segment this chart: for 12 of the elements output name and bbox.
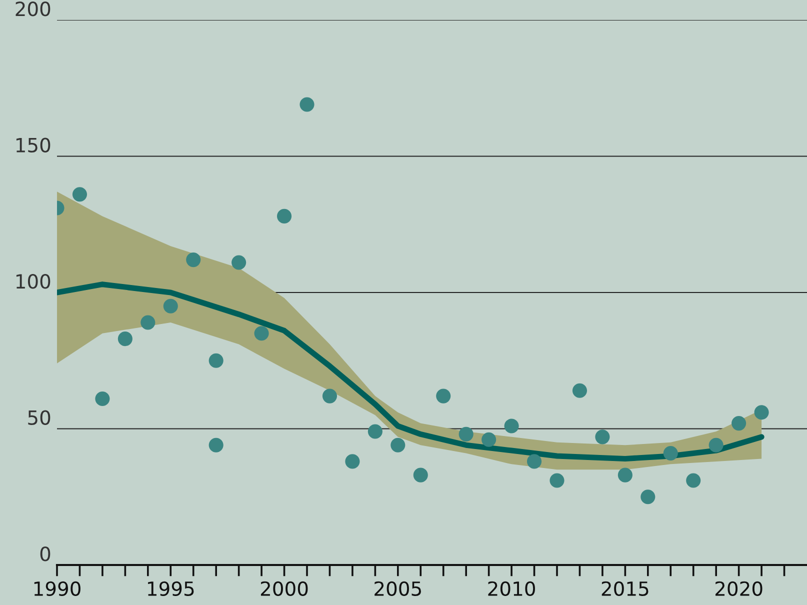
x-tick-label: 2020 — [716, 581, 762, 596]
x-tick-label: 2000 — [260, 581, 308, 596]
x-tick-label: 2005 — [374, 581, 421, 596]
y-tick-label: 100 — [16, 274, 50, 289]
y-tick-label: 50 — [28, 410, 50, 425]
y-tick-label: 0 — [40, 546, 50, 562]
x-tick-label: 1995 — [148, 581, 194, 596]
x-tick-label: 1990 — [34, 581, 80, 596]
y-tick-label: 150 — [16, 138, 50, 152]
y-tick-label: 200 — [16, 2, 50, 16]
x-tick-label: 2015 — [602, 581, 648, 596]
x-tick-label: 2010 — [488, 581, 535, 596]
